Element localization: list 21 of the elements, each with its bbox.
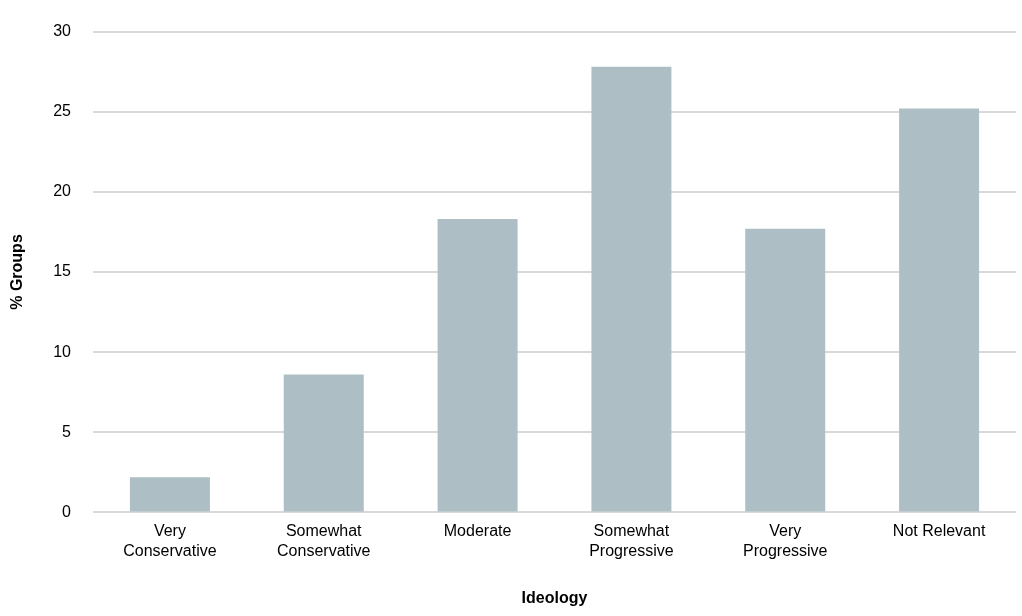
x-tick-label: Somewhat Progressive [589,522,674,559]
y-tick-label: 30 [53,22,72,40]
bar [437,219,518,512]
y-tick-label: 25 [53,102,72,120]
x-tick-label: Not Relevant [892,522,986,540]
bar [591,66,672,512]
x-tick-label: Moderate [443,522,512,540]
x-tick-label: Somewhat Conservative [277,522,371,559]
y-axis-title: % Groups [8,234,26,310]
bar [283,374,364,512]
bar [129,477,210,512]
y-tick-label: 0 [62,502,72,520]
bar [745,228,826,512]
y-tick-label: 10 [53,342,72,360]
bar [899,108,980,512]
x-axis-title: Ideology [521,588,588,606]
x-tick-label: Very Conservative [123,522,217,559]
y-tick-label: 20 [53,182,72,200]
y-tick-label: 5 [62,422,72,440]
y-tick-label: 15 [53,262,72,280]
x-tick-label: Very Progressive [743,522,828,559]
